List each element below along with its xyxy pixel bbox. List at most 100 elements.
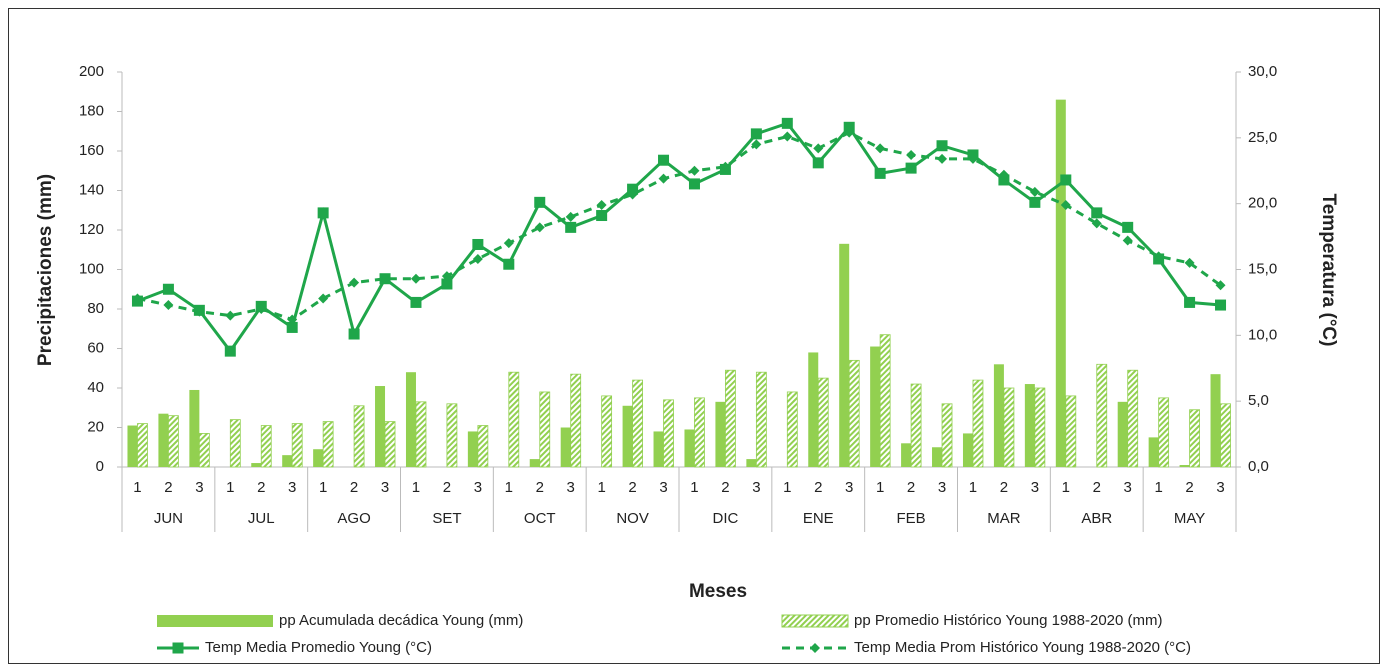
- line-marker: [1029, 186, 1040, 197]
- x-tick-label: 2: [1185, 479, 1193, 496]
- line-marker: [225, 310, 236, 321]
- x-tick-label: 3: [752, 479, 760, 496]
- bar: [808, 352, 819, 467]
- line-marker: [565, 221, 577, 233]
- bar: [848, 359, 860, 468]
- line-marker: [936, 140, 948, 152]
- line-marker: [441, 271, 452, 282]
- line-marker: [410, 296, 422, 308]
- x-tick-label: 3: [659, 479, 667, 496]
- bar: [755, 371, 767, 468]
- bar: [560, 427, 571, 467]
- line-marker: [1153, 251, 1164, 262]
- group-label: NOV: [616, 510, 649, 527]
- group-label: FEB: [896, 510, 925, 527]
- bar: [168, 415, 179, 468]
- x-tick-label: 3: [567, 479, 575, 496]
- line-marker: [1091, 207, 1103, 219]
- line-marker: [874, 167, 886, 179]
- line-marker: [751, 139, 762, 150]
- line-marker: [658, 173, 669, 184]
- line-marker: [967, 153, 978, 164]
- y-axis-title: Precipitaciones (mm): [35, 174, 56, 366]
- y2-tick-label: 20,0: [1248, 195, 1277, 212]
- line-marker: [750, 128, 762, 140]
- y-tick-label: 140: [79, 181, 104, 198]
- bar: [260, 425, 272, 468]
- legend-label: pp Promedio Histórico Young 1988-2020 (m…: [854, 612, 1163, 629]
- line-marker: [194, 306, 205, 317]
- x-tick-label: 2: [536, 479, 544, 496]
- y-tick-label: 40: [87, 379, 104, 396]
- bar: [1127, 369, 1139, 468]
- bar: [1117, 401, 1128, 467]
- line-marker: [256, 304, 267, 314]
- y-tick-label: 160: [79, 142, 104, 159]
- bar: [415, 401, 427, 468]
- y-tick-label: 100: [79, 260, 104, 277]
- line-marker: [287, 314, 298, 325]
- bar: [229, 419, 241, 468]
- y2-tick-label: 30,0: [1248, 63, 1277, 80]
- line-marker: [534, 222, 545, 233]
- legend-marker: [172, 642, 184, 654]
- line-marker: [905, 162, 917, 174]
- x-tick-label: 1: [597, 479, 605, 496]
- bar: [1220, 403, 1231, 468]
- bar: [570, 373, 582, 468]
- x-tick-label: 1: [1154, 479, 1162, 496]
- bar: [972, 379, 984, 468]
- y-tick-label: 180: [79, 102, 104, 119]
- bar: [375, 386, 386, 467]
- x-tick-label: 1: [133, 479, 141, 496]
- bar: [158, 413, 169, 467]
- bar: [1148, 437, 1159, 467]
- legend-label: Temp Media Prom Histórico Young 1988-202…: [854, 639, 1191, 656]
- bar: [941, 403, 953, 468]
- group-label: ABR: [1081, 510, 1112, 527]
- bar: [446, 403, 458, 468]
- line-marker: [317, 207, 329, 219]
- bar: [1024, 384, 1035, 467]
- y2-tick-label: 25,0: [1248, 129, 1277, 146]
- line-marker: [844, 127, 855, 138]
- y-tick-label: 60: [87, 339, 104, 356]
- bar: [189, 389, 200, 467]
- group-label: MAY: [1174, 510, 1205, 527]
- x-tick-label: 1: [1062, 479, 1070, 496]
- x-tick-label: 1: [505, 479, 513, 496]
- group-label: JUL: [248, 510, 275, 527]
- bar: [291, 423, 303, 468]
- bar: [477, 425, 489, 468]
- bar: [932, 447, 943, 467]
- bar: [529, 459, 540, 467]
- x-tick-label: 2: [164, 479, 172, 496]
- line-marker: [1060, 174, 1072, 186]
- bar: [322, 421, 334, 468]
- y2-tick-label: 0,0: [1248, 458, 1269, 475]
- line-marker: [627, 189, 638, 200]
- bar: [870, 346, 881, 467]
- line-marker: [658, 154, 670, 166]
- bar: [198, 433, 210, 468]
- x-tick-label: 3: [381, 479, 389, 496]
- bar: [1210, 374, 1221, 467]
- line-marker: [162, 283, 174, 295]
- bar: [539, 391, 551, 468]
- line-marker: [349, 277, 360, 288]
- bar: [839, 243, 850, 467]
- x-tick-label: 3: [195, 479, 203, 496]
- group-label: SET: [432, 510, 461, 527]
- bar: [715, 401, 726, 467]
- bar: [1065, 395, 1077, 468]
- bar: [1055, 99, 1066, 468]
- line-marker: [781, 117, 793, 129]
- line: [137, 130, 1222, 322]
- group-label: MAR: [987, 510, 1021, 527]
- bar: [901, 443, 912, 467]
- legend-swatch: [157, 615, 273, 627]
- y-tick-label: 200: [79, 63, 104, 80]
- x-tick-label: 1: [690, 479, 698, 496]
- bar: [725, 369, 736, 468]
- y2-tick-label: 10,0: [1248, 326, 1277, 343]
